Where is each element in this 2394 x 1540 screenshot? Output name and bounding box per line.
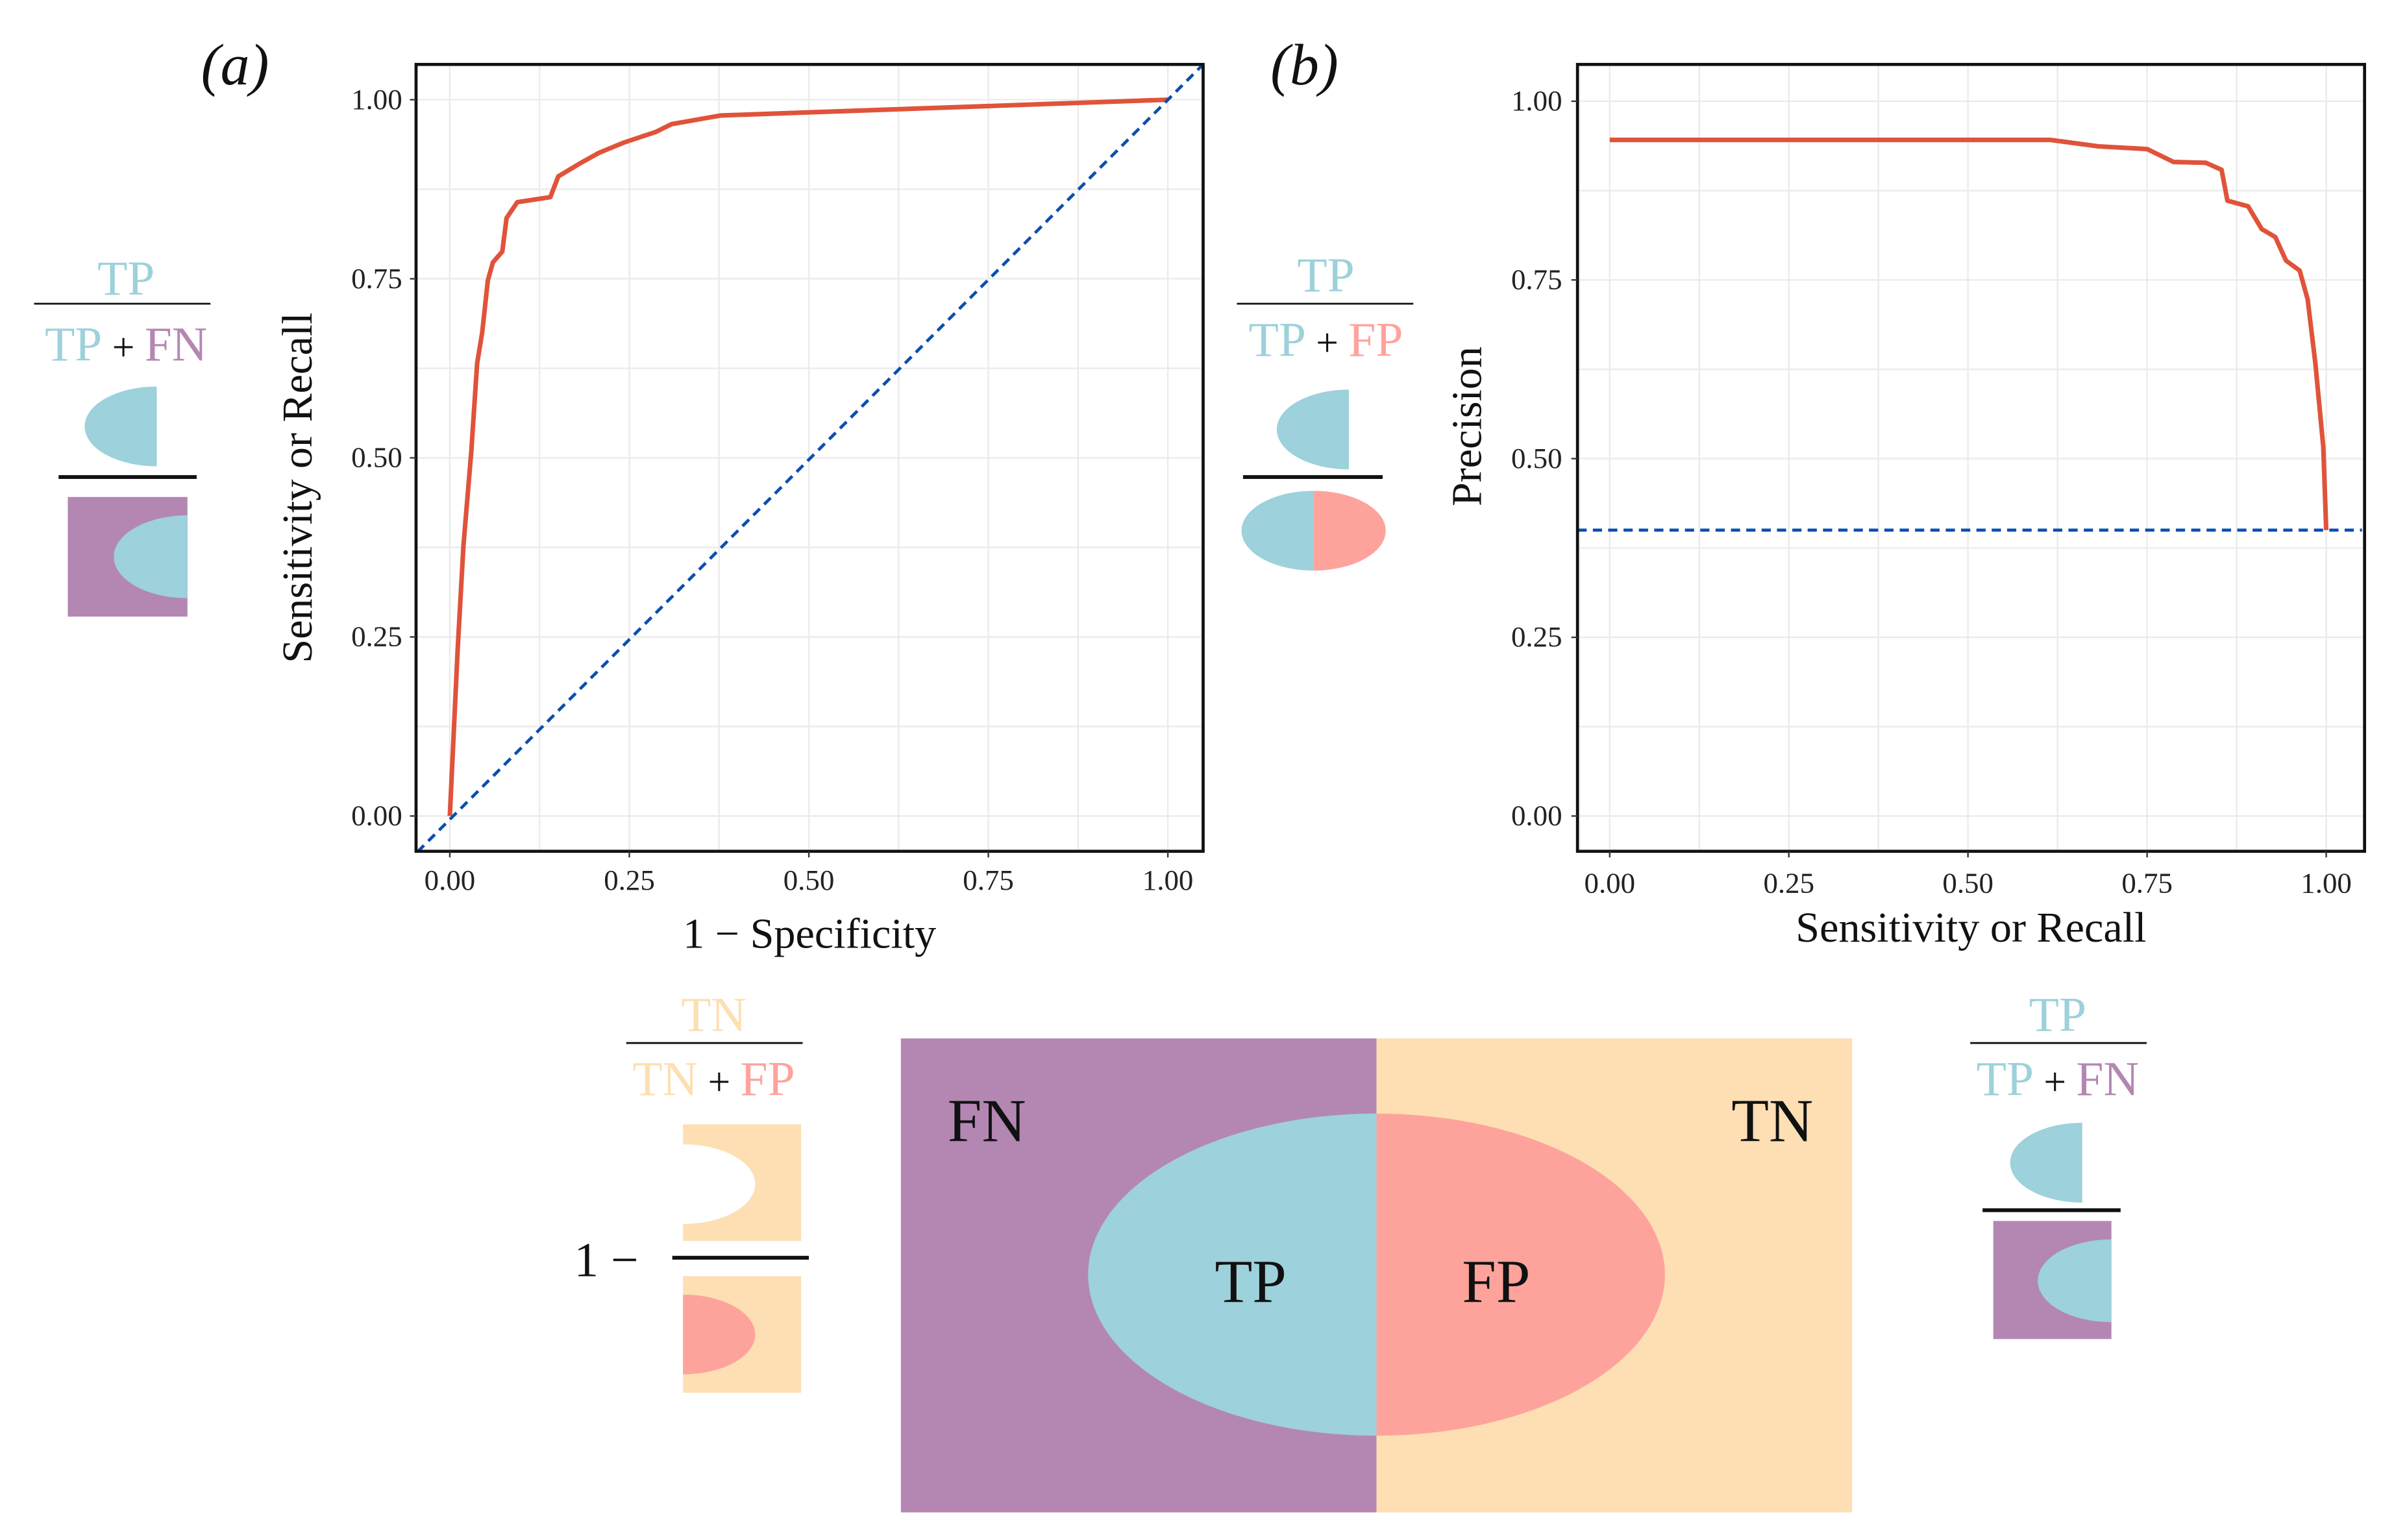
fp-region [1376,1114,1665,1436]
tn-label: TN [1731,1087,1813,1155]
y-tick-label: 0.75 [1511,263,1562,296]
tp-region [1088,1114,1377,1436]
y-tick-label: 0.00 [351,800,402,832]
numerator: TP [2029,988,2086,1042]
denominator: TN + FP [632,1053,795,1106]
x-tick-label: 0.75 [963,864,1014,896]
y-tick-label: 0.25 [1511,620,1562,653]
y-tick-label: 0.50 [351,441,402,474]
tp-shape [114,515,188,598]
y-axis-title: Sensitivity or Recall [274,313,321,663]
numerator: TP [97,252,154,306]
x-tick-label: 0.25 [1763,867,1814,899]
x-tick-label: 1.00 [1142,864,1194,896]
fpr-formula: TN TN + FP 1 − [574,988,809,1393]
pr-chart: 0.00 0.25 0.50 0.75 1.00 0.00 0.25 0.50 0.75 1.00… [1443,62,2367,951]
denominator: TP + FP [1249,313,1403,367]
one-minus: 1 − [574,1233,638,1287]
y-tick-label: 0.50 [1511,442,1562,474]
y-tick-label: 1.00 [1511,84,1562,117]
roc-chart: 0.00 0.25 0.50 0.75 1.00 0.00 0.25 0.50 0.75 1.00… [274,62,1205,958]
fp-shape [683,1294,756,1375]
baseline-line [416,64,1203,851]
x-tick-label: 0.50 [784,864,835,896]
x-axis-title: Sensitivity or Recall [1796,904,2146,951]
y-tick-label: 0.00 [1511,800,1562,832]
x-tick-label: 1.00 [2301,867,2352,899]
x-tick-label: 0.00 [425,864,476,896]
y-tick-label: 0.75 [351,262,402,295]
denominator: TP + FN [1977,1053,2139,1106]
tp-label: TP [1215,1249,1287,1316]
x-tick-label: 0.75 [2121,867,2173,899]
panel-label-a: (a) [201,33,269,97]
precision-formula: TP TP + FP [1237,249,1414,571]
x-axis-title: 1 − Specificity [683,911,936,958]
y-tick-label: 1.00 [351,83,402,116]
tp-half-shape [1276,389,1349,470]
panel-label-b: (b) [1270,33,1339,97]
fp-label: FP [1462,1249,1530,1316]
numerator: TP [1297,249,1354,302]
fp-half-ellipse [1313,491,1386,571]
tp-shape [2038,1239,2112,1323]
confusion-diagram: FN TN TP FP [900,1038,1853,1513]
fn-label: FN [948,1087,1026,1155]
sensitivity-formula-right: TP TP + FN [1970,988,2147,1339]
tp-half-shape [2010,1123,2082,1203]
tn-cutout [683,1144,756,1225]
tp-half-ellipse [1241,491,1314,571]
curve-line [447,97,1168,816]
sensitivity-formula-left: TP TP + FN [34,252,211,617]
x-tick-label: 0.00 [1585,867,1636,899]
curve-line [1609,138,2329,530]
denominator: TP + FN [45,317,207,371]
x-tick-label: 0.50 [1942,867,1993,899]
numerator: TN [681,988,747,1042]
x-tick-label: 0.25 [604,864,655,896]
y-tick-label: 0.25 [351,620,402,653]
y-axis-title: Precision [1443,347,1490,506]
tp-half-shape [84,386,157,467]
